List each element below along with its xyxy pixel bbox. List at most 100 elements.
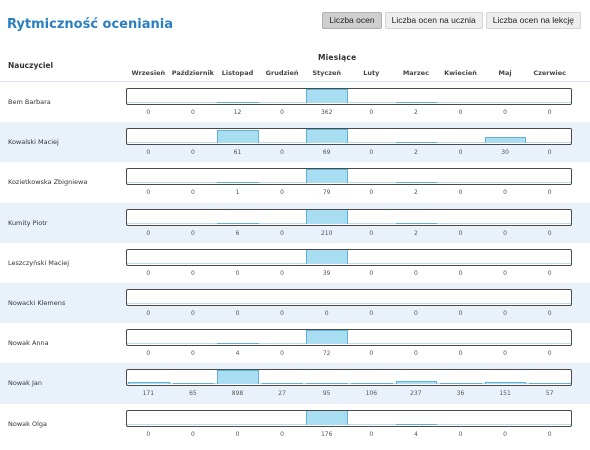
month-value: 65 [189,390,197,398]
month-value: 0 [369,430,374,438]
month-value: 79 [322,189,331,197]
grades-per-student-button[interactable]: Liczba ocen na ucznia [384,12,483,29]
grade-rhythm-chart [126,128,572,146]
month-bar [217,370,259,385]
month-values: 0 0 1 0 79 0 2 0 0 0 [126,189,572,198]
month-value: 0 [235,430,240,438]
month-header-10: Czerwiec [533,69,567,77]
month-bar [217,130,259,144]
teacher-name[interactable]: Nowak Anna [8,339,49,348]
month-bar [217,343,259,345]
month-value: 12 [233,109,242,116]
month-value: 2 [413,109,418,116]
table-row: Kozietkowska Zbigniewa 0 0 1 0 79 0 2 0 0 0 [0,162,590,202]
month-bar [172,383,215,385]
month-value: 0 [146,350,151,358]
month-value: 0 [458,309,463,317]
month-value: 0 [280,229,284,237]
month-value: 57 [545,390,554,398]
month-value: 0 [547,430,552,438]
months-column-header: Miesiące [318,53,357,62]
month-value: 4 [413,430,418,438]
month-value: 0 [547,229,552,237]
month-value: 176 [320,430,333,438]
month-value: 6 [235,229,240,237]
teacher-name[interactable]: Nowak Olga [8,419,47,428]
table-row: Nowak Jan 171 65 898 27 95 106 237 36 151 57 [0,363,590,404]
month-value: 210 [320,229,333,237]
chart-baseline [127,423,571,425]
month-bar [128,381,170,385]
month-bar [217,182,259,184]
month-value: 0 [280,109,284,116]
month-value: 0 [190,189,195,197]
view-mode-buttons: Liczba ocen Liczba ocen na ucznia Liczba… [322,12,581,29]
month-values: 0 0 12 0 362 0 2 0 0 0 [126,109,572,118]
chart-baseline [127,182,571,184]
chart-baseline [127,343,571,345]
month-bar [395,102,438,103]
month-value: 0 [503,269,507,277]
month-bar [261,383,304,385]
month-value: 0 [503,350,507,358]
month-value: 0 [369,229,374,237]
teacher-name[interactable]: Kowalski Maciej [8,138,59,147]
grade-rhythm-chart [126,409,572,427]
month-header-3: Listopad [221,69,254,77]
month-value: 39 [322,269,331,277]
month-value: 27 [278,390,286,398]
month-value: 0 [146,189,151,197]
month-bar [306,169,348,184]
month-value: 0 [190,149,195,157]
teacher-column-header: Nauczyciel [8,61,54,70]
month-value: 0 [369,189,374,197]
grade-rhythm-chart [126,88,572,105]
month-values: 0 0 6 0 210 0 2 0 0 0 [126,230,572,239]
month-value: 0 [547,149,552,157]
month-header-5: Styczeń [312,69,342,77]
month-bar [306,249,348,264]
month-values: 0 0 61 0 69 0 2 0 30 0 [126,149,572,158]
grade-count-button[interactable]: Liczba ocen [322,12,382,29]
month-bar [217,222,259,224]
month-value: 0 [413,309,418,317]
month-bar [395,222,438,224]
month-value: 0 [146,149,151,157]
grade-rhythm-chart [126,369,572,387]
month-value: 36 [456,390,465,398]
month-bar [351,382,393,385]
chart-baseline [127,383,571,385]
month-bar [306,209,348,224]
month-value: 0 [458,109,463,116]
month-value: 0 [369,309,374,317]
month-header-6: Luty [363,69,380,77]
month-value: 0 [280,189,284,197]
month-value: 72 [322,350,331,358]
month-value: 4 [235,350,240,358]
month-value: 0 [458,189,463,197]
month-bar [484,136,527,144]
month-bar [306,330,348,345]
teacher-name[interactable]: Leszczyński Maciej [8,258,70,267]
month-header-1: Wrzesień [131,69,166,77]
chart-baseline [127,262,571,264]
month-values: 0 0 0 0 176 0 4 0 0 0 [126,431,572,440]
teacher-name[interactable]: Kozietkowska Zbigniewa [8,178,88,187]
month-header-9: Maj [498,69,512,77]
header-divider [0,81,590,82]
teacher-name[interactable]: Kumity Piotr [8,218,48,227]
month-value: 0 [146,309,151,317]
grade-rhythm-chart [126,208,572,226]
teacher-name[interactable]: Bem Barbara [8,98,51,106]
month-value: 69 [322,149,331,157]
grades-per-lesson-button[interactable]: Liczba ocen na lekcję [485,12,581,29]
teacher-name[interactable]: Nowak Jan [8,379,42,388]
month-value: 0 [547,309,552,317]
teacher-name[interactable]: Nowacki Klemens [8,298,66,307]
month-bar [529,383,571,385]
chart-baseline [127,102,571,103]
month-value: 0 [146,430,151,438]
month-value: 0 [503,430,507,438]
month-bar [484,381,527,385]
table-row: Nowak Olga 0 0 0 0 176 0 4 0 0 0 [0,404,590,444]
